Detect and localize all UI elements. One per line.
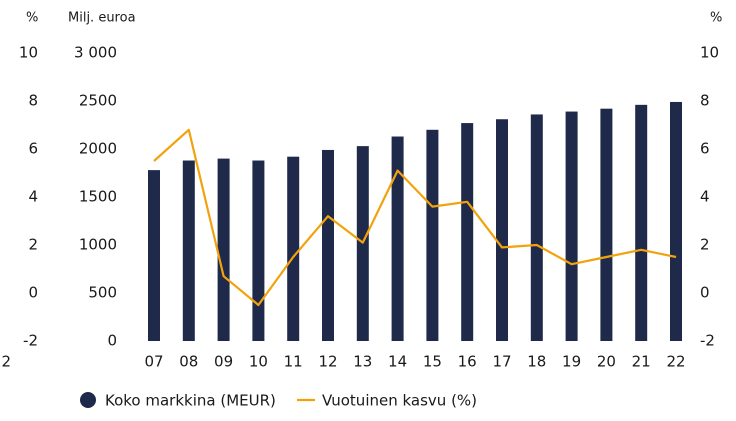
y2-tick-label: 4 <box>700 188 710 206</box>
bar <box>635 104 648 341</box>
line <box>153 128 677 307</box>
bar <box>217 158 230 341</box>
x-tick-label: 07 <box>144 353 163 371</box>
y2-tick-label: -2 <box>700 332 715 350</box>
bar <box>287 156 300 341</box>
left-fragment-tick: 6 <box>28 140 38 158</box>
legend-label: Koko markkina (MEUR) <box>105 392 276 410</box>
x-tick-label: 11 <box>284 353 303 371</box>
x-tick-label: 15 <box>423 353 442 371</box>
bar <box>600 108 613 342</box>
x-tick-label: 21 <box>632 353 651 371</box>
x-tick-label: 08 <box>179 353 198 371</box>
bar <box>565 111 578 341</box>
y-tick-label: 3 000 <box>74 44 117 62</box>
x-tick-label: 13 <box>353 353 372 371</box>
left-fragment-tick: 0 <box>28 284 38 302</box>
y2-axis-label: % <box>710 11 722 26</box>
x-tick-label: 10 <box>249 353 268 371</box>
bar <box>426 129 439 341</box>
left-fragment-tick: 2 <box>28 236 38 254</box>
y2-tick-label: 2 <box>700 236 710 254</box>
bar <box>391 136 404 341</box>
y-tick-label: 0 <box>107 332 117 350</box>
left-fragment-tick: 4 <box>28 188 38 206</box>
left-fragment-tick: 8 <box>28 92 38 110</box>
x-tick-label: 14 <box>388 353 407 371</box>
y2-tick-label: 8 <box>700 92 710 110</box>
x-tick-label: 19 <box>562 353 581 371</box>
bar <box>322 149 334 341</box>
y2-tick-label: 6 <box>700 140 710 158</box>
bar <box>461 123 474 341</box>
y-tick-label: 500 <box>88 284 117 302</box>
bar <box>182 160 195 341</box>
legend-label: Vuotuinen kasvu (%) <box>322 392 477 410</box>
bar <box>530 114 543 341</box>
x-tick-label: 09 <box>214 353 233 371</box>
y-tick-label: 2500 <box>79 92 117 110</box>
x-tick-label: 12 <box>318 353 337 371</box>
bar <box>252 160 265 341</box>
left-fragment-category: 22 <box>0 353 11 371</box>
bar <box>670 101 682 342</box>
y-tick-label: 1000 <box>79 236 117 254</box>
left-fragment-tick: -2 <box>23 332 38 350</box>
bar <box>496 119 508 342</box>
x-tick-label: 16 <box>458 353 477 371</box>
left-fragment-label: % <box>26 11 38 26</box>
left-fragment-tick: 10 <box>19 44 38 62</box>
x-tick-label: 22 <box>666 353 685 371</box>
y-tick-label: 1500 <box>79 188 117 206</box>
y2-tick-label: 0 <box>700 284 710 302</box>
y-tick-label: 2000 <box>79 140 117 158</box>
y-axis-label: Milj. euroa <box>68 11 136 26</box>
x-tick-label: 18 <box>527 353 546 371</box>
y2-tick-label: 10 <box>700 44 719 62</box>
x-tick-label: 20 <box>597 353 616 371</box>
bar <box>148 170 160 341</box>
legend-marker <box>80 392 96 408</box>
x-tick-label: 17 <box>492 353 511 371</box>
